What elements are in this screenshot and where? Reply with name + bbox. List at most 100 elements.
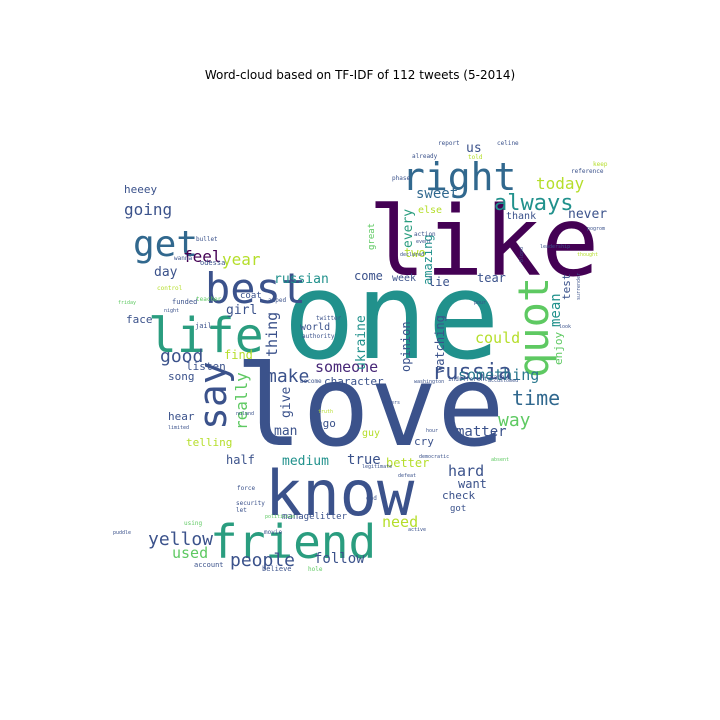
word-never: never: [568, 207, 607, 222]
word-look: look: [559, 324, 571, 330]
word-really: really: [232, 372, 251, 430]
word-hear: hear: [168, 410, 195, 423]
word-washington: washington: [414, 379, 444, 385]
word-pogrom: pogrom: [587, 226, 605, 232]
word-face: face: [126, 313, 153, 326]
word-let: let: [236, 507, 247, 514]
word-song: song: [168, 370, 195, 383]
word-yellow: yellow: [148, 529, 213, 550]
word-security: security: [236, 500, 265, 507]
word-else: else: [418, 205, 442, 216]
word-thank: thank: [506, 211, 536, 222]
word-say: say: [191, 361, 235, 430]
word-action: action: [414, 231, 436, 238]
word-defeat: defeat: [398, 473, 416, 479]
word-listen: listen: [186, 360, 226, 373]
word-feel: feel: [183, 247, 222, 266]
word-give: give: [279, 387, 294, 418]
word-pour: pour: [474, 300, 486, 306]
word-odessa: odessa: [200, 259, 225, 267]
word-movie: movie: [264, 529, 282, 536]
word-watching: watching: [433, 315, 447, 373]
word-legitimate: legitimate: [362, 464, 392, 470]
word-could: could: [475, 329, 520, 347]
word-cry: cry: [414, 435, 434, 448]
word-absent: absent: [491, 457, 509, 463]
word-life: life: [148, 308, 264, 364]
word-force: force: [237, 485, 255, 492]
word-wanna: wanna: [174, 255, 192, 262]
word-democratic: democratic: [419, 454, 449, 460]
word-twitter: twitter: [316, 315, 342, 322]
word-nuland: nuland: [236, 411, 254, 417]
word-find: find: [224, 348, 253, 362]
word-friend: friend: [210, 515, 376, 569]
word-night: night: [164, 308, 179, 314]
word-keep: keep: [593, 161, 608, 168]
word-like: like: [368, 186, 599, 298]
word-matter: matter: [456, 424, 507, 440]
word-account: account: [194, 561, 224, 569]
word-heeey: heeey: [124, 183, 157, 196]
word-hole: hole: [308, 566, 323, 573]
word-great: great: [367, 223, 377, 250]
word-friday: friday: [118, 300, 136, 306]
word-come: come: [354, 269, 383, 283]
word-every: every: [401, 209, 416, 248]
word-truth: truth: [318, 409, 333, 415]
word-russian: russian: [274, 272, 329, 287]
word-hour: hour: [426, 428, 438, 434]
word-used: used: [172, 544, 208, 562]
word-managelitter: managelitter: [282, 512, 348, 522]
word-indifferent: indifferent: [448, 376, 488, 383]
word-told: told: [468, 154, 483, 161]
word-week: week: [392, 273, 416, 284]
word-declared: declared: [400, 252, 424, 258]
word-one: one: [283, 248, 500, 387]
word-end: end: [366, 495, 377, 502]
word-something: something: [458, 366, 539, 384]
word-phase: phase: [392, 175, 410, 182]
word-politician: politician: [265, 514, 295, 520]
word-lie: lie: [428, 275, 450, 289]
word-ago: ago: [316, 417, 336, 430]
word-using: using: [184, 520, 202, 527]
word-better: better: [386, 456, 429, 470]
word-thing: thing: [263, 312, 281, 357]
word-two: two: [404, 246, 426, 260]
word-mean: mean: [548, 293, 564, 327]
word-russia: russia: [432, 360, 511, 385]
word-character: character: [324, 375, 384, 388]
word-blood: blood: [519, 247, 525, 262]
word-active: active: [408, 527, 426, 533]
word-bullet: bullet: [196, 236, 218, 243]
word-world: world: [300, 322, 330, 333]
word-follow: follow: [314, 551, 365, 567]
word-time: time: [512, 386, 560, 410]
word-us: us: [466, 141, 482, 156]
word-puddle: puddle: [113, 530, 131, 536]
word-year: year: [222, 250, 261, 269]
word-check: check: [442, 489, 475, 502]
word-event: event: [416, 239, 431, 245]
word-coat: coat: [240, 291, 262, 301]
word-leadership: leadership: [540, 244, 570, 250]
word-make: make: [266, 366, 309, 387]
word-today: today: [536, 174, 585, 193]
word-thought: thought: [577, 252, 598, 258]
word-control: control: [157, 285, 183, 292]
word-already: already: [412, 153, 438, 160]
word-limited: limited: [168, 425, 189, 431]
word-day: day: [154, 265, 178, 280]
word-get: get: [133, 224, 198, 265]
word-amazing: amazing: [421, 234, 435, 285]
word-tear: tear: [477, 271, 506, 285]
word-people: people: [230, 550, 295, 571]
word-teacher: teacher: [196, 296, 222, 303]
word-surrender: surrender: [576, 273, 582, 300]
word-authority: authority: [302, 333, 335, 340]
word-want: want: [458, 477, 487, 491]
word-jail: jail: [195, 322, 212, 330]
word-report: report: [438, 140, 460, 147]
word-test: test: [560, 274, 573, 301]
